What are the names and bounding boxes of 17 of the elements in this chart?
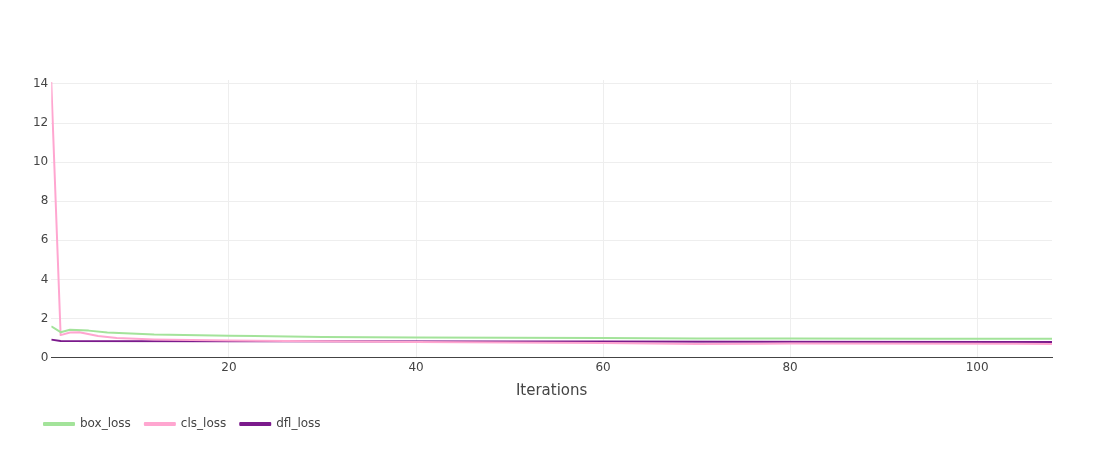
legend-label: dfl_loss xyxy=(276,416,321,431)
y-tick-label: 8 xyxy=(40,193,49,208)
legend-label: cls_loss xyxy=(180,416,227,431)
x-tick-label: 20 xyxy=(221,359,237,374)
y-tick-label: 6 xyxy=(40,232,49,247)
y-tick-label: 4 xyxy=(40,271,49,286)
x-tick-label: 80 xyxy=(782,359,798,374)
y-tick-label: 12 xyxy=(32,115,49,130)
y-tick-label: 2 xyxy=(40,310,49,325)
y-tick-label: 10 xyxy=(32,154,49,169)
y-tick-label: 14 xyxy=(32,76,49,91)
x-tick-label: 100 xyxy=(965,359,989,374)
x-tick-label: 60 xyxy=(595,359,611,374)
x-axis-title: Iterations xyxy=(515,380,588,399)
x-tick-label: 40 xyxy=(408,359,424,374)
y-tick-label: 0 xyxy=(40,349,49,364)
legend-label: box_loss xyxy=(80,416,131,431)
